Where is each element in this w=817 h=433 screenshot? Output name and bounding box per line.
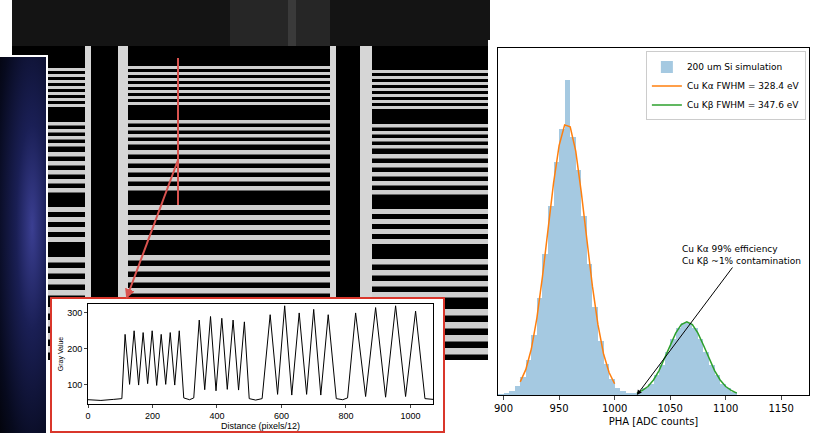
svg-text:300: 300 [67, 308, 82, 318]
svg-text:Cu Kα FWHM = 328.4 eV: Cu Kα FWHM = 328.4 eV [687, 81, 800, 91]
svg-text:100: 100 [67, 380, 82, 390]
svg-text:400: 400 [209, 411, 224, 421]
svg-text:200: 200 [67, 344, 82, 354]
svg-text:Cu Kβ FWHM = 347.6 eV: Cu Kβ FWHM = 347.6 eV [687, 100, 799, 110]
svg-text:200: 200 [145, 411, 160, 421]
svg-text:Gray Value: Gray Value [57, 337, 65, 372]
svg-text:Cu Kα 99% efficiencyCu Kβ ~1%: Cu Kα 99% efficiencyCu Kβ ~1% contaminat… [682, 244, 801, 266]
svg-text:PHA [ADC counts]: PHA [ADC counts] [609, 416, 699, 427]
svg-text:0: 0 [85, 411, 90, 421]
svg-text:1150: 1150 [769, 403, 794, 414]
svg-text:950: 950 [550, 403, 569, 414]
svg-text:200 um Si simulation: 200 um Si simulation [687, 62, 782, 72]
svg-text:1050: 1050 [657, 403, 682, 414]
svg-text:1100: 1100 [713, 403, 738, 414]
svg-text:600: 600 [274, 411, 289, 421]
svg-text:1000: 1000 [602, 403, 627, 414]
svg-text:Distance (pixels/12): Distance (pixels/12) [221, 421, 300, 431]
svg-text:900: 900 [494, 403, 513, 414]
svg-text:800: 800 [338, 411, 353, 421]
svg-text:1000: 1000 [400, 411, 420, 421]
